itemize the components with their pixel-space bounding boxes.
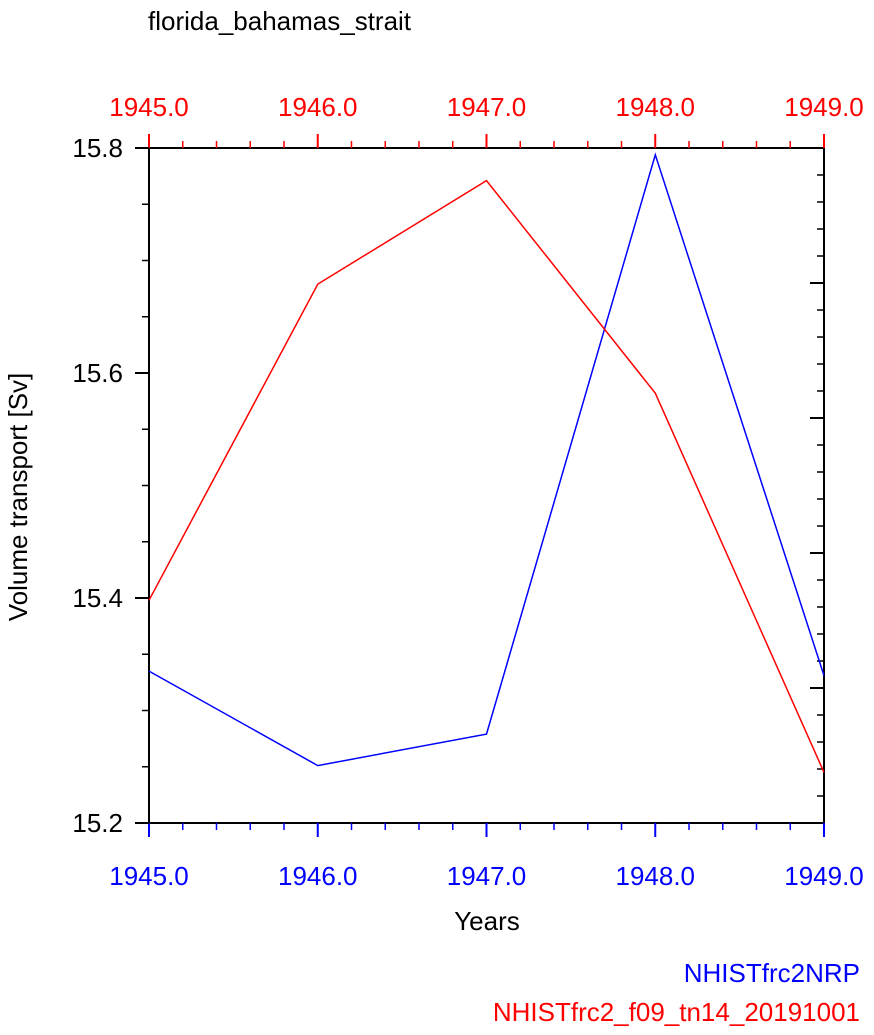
- top-x-tick-label: 1947.0: [447, 92, 527, 122]
- legend-entry-0: NHISTfrc2NRP: [684, 958, 860, 988]
- y-tick-label: 15.2: [72, 808, 123, 838]
- y-tick-label: 15.4: [72, 583, 123, 613]
- series-line-1: [148, 179, 825, 773]
- x-tick-label: 1947.0: [447, 861, 527, 891]
- x-tick-label: 1948.0: [615, 861, 695, 891]
- legend-entry-1: NHISTfrc2_f09_tn14_20191001: [493, 997, 860, 1027]
- top-x-tick-label: 1949.0: [784, 92, 864, 122]
- x-tick-label: 1946.0: [278, 861, 358, 891]
- plot-frame: [148, 147, 825, 824]
- top-x-tick-label: 1948.0: [615, 92, 695, 122]
- y-axis-label: Volume transport [Sv]: [3, 373, 33, 622]
- axes: 1945.0 1946.0 1947.0 1948.0 1949.0 1945.0 1946…: [72, 92, 863, 891]
- y-tick-label: 15.8: [72, 133, 123, 163]
- chart-title: florida_bahamas_strait: [148, 6, 412, 36]
- x-axis-label: Years: [454, 906, 520, 936]
- x-tick-label: 1945.0: [109, 861, 189, 891]
- top-x-tick-label: 1945.0: [109, 92, 189, 122]
- series-lines: [148, 152, 825, 773]
- x-tick-label: 1949.0: [784, 861, 864, 891]
- y-tick-label: 15.6: [72, 358, 123, 388]
- top-x-tick-label: 1946.0: [278, 92, 358, 122]
- series-line-0: [148, 152, 825, 767]
